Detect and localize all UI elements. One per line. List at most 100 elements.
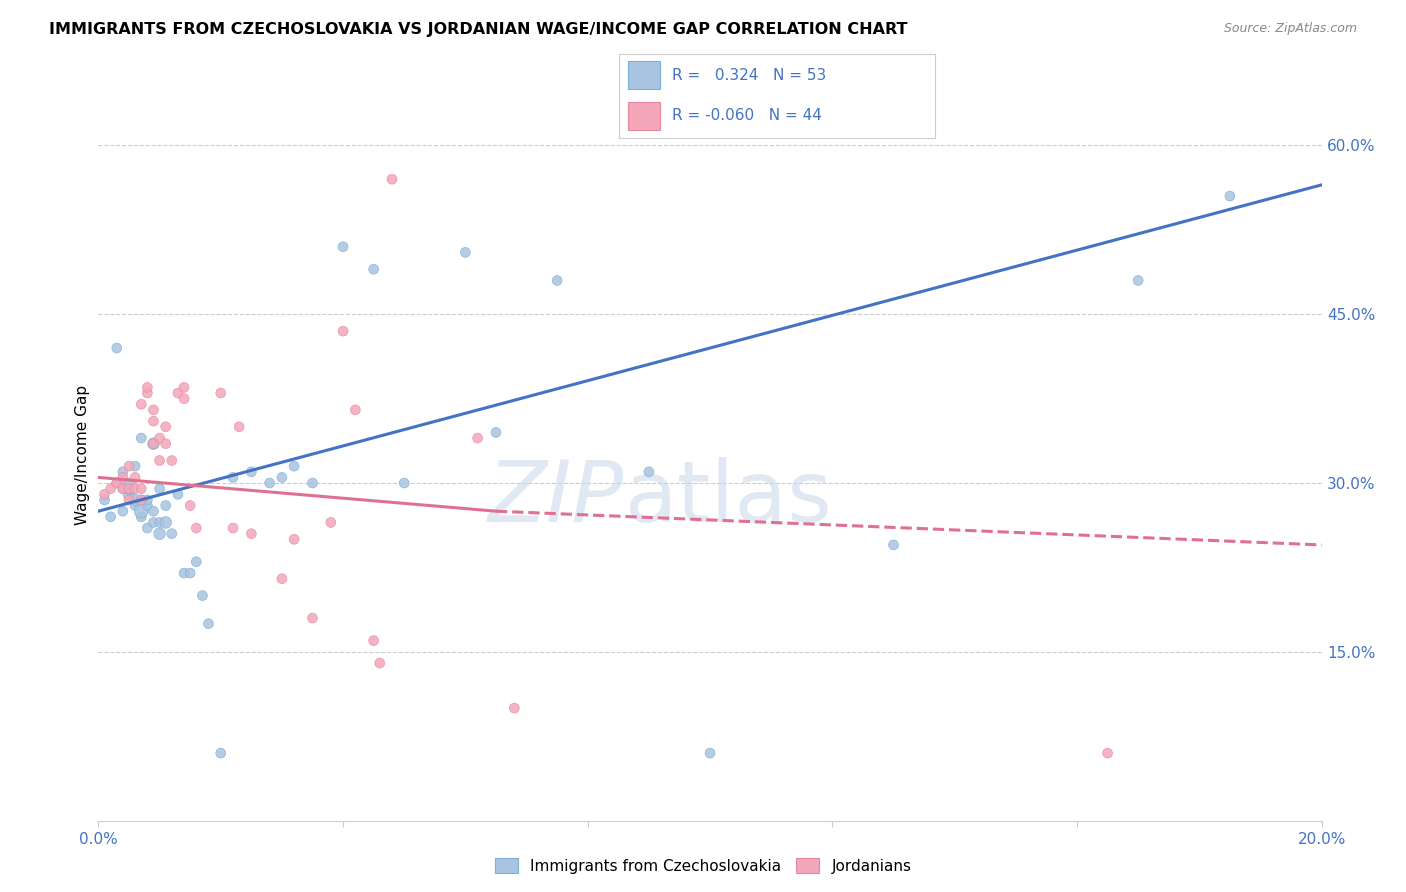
Point [240,465,263,479]
Point [240,526,263,541]
Point [363,633,385,648]
Point [105,341,128,355]
Point [93,487,115,501]
Point [129,492,152,507]
Point [111,482,134,496]
Point [129,431,152,445]
Point [129,397,152,411]
Point [1097,746,1119,760]
Point [149,453,172,467]
Point [105,476,128,491]
Point [186,555,208,569]
Point [149,431,172,445]
Point [173,380,195,394]
Point [283,533,305,547]
Point [118,487,141,501]
Point [155,419,177,434]
Point [179,499,201,513]
Point [368,656,391,670]
Point [129,509,152,524]
FancyBboxPatch shape [628,62,659,89]
Point [155,436,177,450]
Point [136,499,159,513]
Text: atlas: atlas [624,458,832,541]
Point [381,172,404,186]
Point [270,572,292,586]
Point [186,521,208,535]
Point [883,538,905,552]
Y-axis label: Wage/Income Gap: Wage/Income Gap [75,384,90,525]
Point [124,499,146,513]
Point [167,487,190,501]
Point [344,403,367,417]
Point [546,273,568,287]
Point [222,521,245,535]
Point [209,386,232,401]
Point [149,516,172,530]
Point [136,380,159,394]
Point [332,324,354,338]
Point [332,240,354,254]
Point [105,476,128,491]
Point [118,482,141,496]
Point [301,476,323,491]
Point [136,386,159,401]
Point [319,516,342,530]
Point [111,465,134,479]
Point [1128,273,1150,287]
Point [173,566,195,580]
Point [149,526,172,541]
Point [118,476,141,491]
Point [124,459,146,474]
Point [160,453,183,467]
Text: ZIP: ZIP [488,458,624,541]
Point [637,465,661,479]
Point [124,470,146,484]
Point [136,521,159,535]
Point [155,516,177,530]
Point [363,262,385,277]
Point [118,459,141,474]
Point [142,436,165,450]
Point [93,492,115,507]
Point [392,476,416,491]
Point [283,459,305,474]
Point [111,504,134,518]
Point [142,403,165,417]
Text: R = -0.060   N = 44: R = -0.060 N = 44 [672,108,823,123]
Point [129,492,152,507]
Point [467,431,489,445]
Point [142,414,165,428]
Point [100,482,122,496]
Point [454,245,477,260]
Point [259,476,281,491]
Point [485,425,508,440]
Point [118,492,141,507]
Point [124,482,146,496]
Point [118,482,141,496]
Point [209,746,232,760]
Point [173,392,195,406]
Text: Source: ZipAtlas.com: Source: ZipAtlas.com [1223,22,1357,36]
Point [160,526,183,541]
Point [222,470,245,484]
Point [228,419,250,434]
Point [149,482,172,496]
Point [100,509,122,524]
Point [136,492,159,507]
Point [155,499,177,513]
Point [124,492,146,507]
Point [503,701,526,715]
FancyBboxPatch shape [628,102,659,130]
Point [270,470,292,484]
Point [191,589,214,603]
Point [1219,189,1241,203]
Point [129,504,152,518]
Point [111,470,134,484]
Point [129,482,152,496]
Point [167,386,190,401]
Point [197,616,219,631]
Point [699,746,721,760]
Point [142,504,165,518]
Legend: Immigrants from Czechoslovakia, Jordanians: Immigrants from Czechoslovakia, Jordania… [488,852,918,880]
